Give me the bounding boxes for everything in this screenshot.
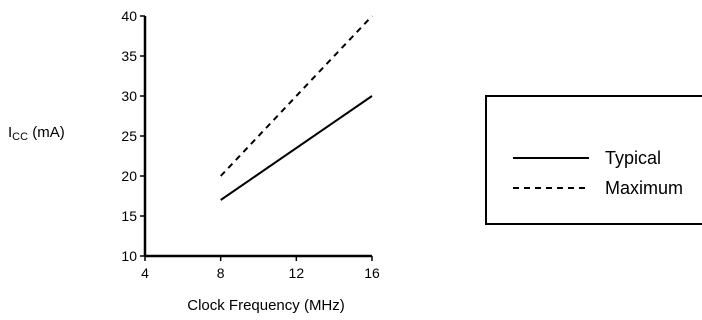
y-tick-label-25: 25: [121, 128, 137, 144]
plot-area: 10 15 20 25 30 35 40 4 8 12 16: [121, 8, 380, 281]
svg-text:ICC (mA): ICC (mA): [8, 124, 65, 143]
legend-box: [485, 95, 702, 225]
x-tick-label-8: 8: [217, 265, 225, 281]
series-line-maximum: [219, 15, 373, 177]
x-tick-label-4: 4: [141, 265, 149, 281]
y-axis-label-main: I: [8, 124, 12, 141]
y-tick-label-40: 40: [121, 8, 137, 24]
x-axis-title: Clock Frequency (MHz): [187, 297, 345, 314]
series-line-typical: [220, 95, 373, 201]
legend: Typical Maximum: [485, 95, 702, 225]
x-tick-label-12: 12: [289, 265, 305, 281]
legend-label-typical: Typical: [605, 148, 661, 168]
y-axis-label-subscript: CC: [12, 131, 28, 143]
y-tick-label-10: 10: [121, 248, 137, 264]
y-tick-label-30: 30: [121, 88, 137, 104]
x-tick-label-16: 16: [364, 265, 380, 281]
y-tick-label-20: 20: [121, 168, 137, 184]
y-tick-label-35: 35: [121, 48, 137, 64]
y-axis-title: ICC (mA): [8, 124, 65, 143]
y-tick-label-15: 15: [121, 208, 137, 224]
y-axis-label-unit: (mA): [28, 124, 65, 141]
legend-label-maximum: Maximum: [605, 178, 683, 198]
